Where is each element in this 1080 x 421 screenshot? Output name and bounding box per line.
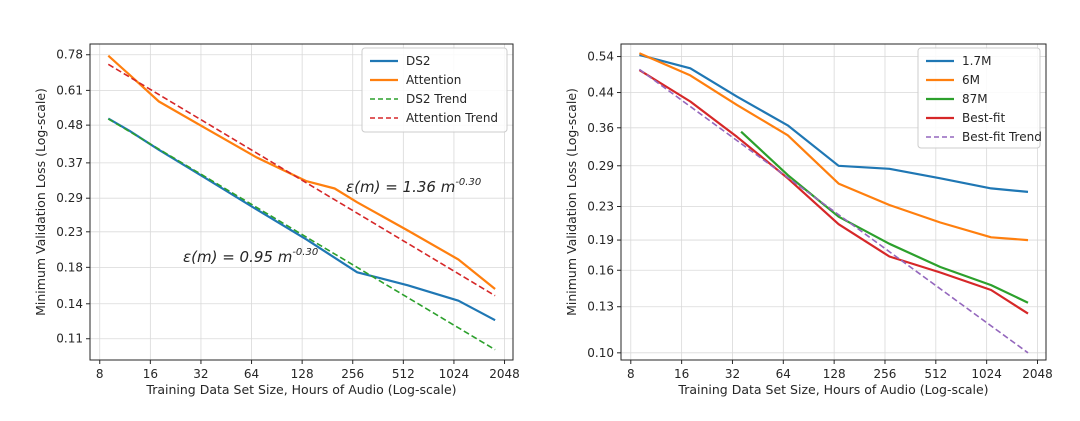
series-line-attention-trend [107,63,496,297]
y-tick-label: 0.14 [56,297,83,311]
y-tick-label: 0.10 [587,346,614,360]
y-tick-label: 0.48 [56,118,83,132]
legend-label: 6M [962,73,980,87]
y-tick-label: 0.11 [56,332,83,346]
legend-label: Best-fit [962,111,1005,125]
plot-frame [89,43,514,361]
series-group [638,52,1029,354]
x-axis-label: Training Data Set Size, Hours of Audio (… [677,382,988,397]
y-tick-label: 0.23 [56,225,83,239]
x-tick-label: 2048 [1022,367,1053,381]
legend: 1.7M 6M 87M Best-fit Best-fit Trend [917,47,1042,149]
y-tick-label: 0.37 [56,156,83,170]
y-tick-label: 0.29 [587,159,614,173]
series-line-attention [107,54,496,290]
x-tick-label: 256 [341,367,364,381]
x-tick-label: 64 [776,367,791,381]
plot-frame [620,43,1047,361]
chart-panel-1: 8 16 32 64 128 256 512 1024 2048 0.11 0.14 0.18 0.23… [33,43,520,397]
y-axis-label: Minimum Validation Loss (Log-scale) [564,88,579,316]
legend-label: Attention [406,73,461,87]
legend-label: 87M [962,92,988,106]
y-tick-label: 0.16 [587,263,614,277]
x-tick-label: 8 [627,367,635,381]
series-line-best-fit [638,69,1029,315]
legend-label: Attention Trend [406,111,498,125]
y-tick-label: 0.29 [56,191,83,205]
x-tick-label: 16 [143,367,158,381]
series-line-87m [740,130,1029,304]
x-tick-label: 1024 [971,367,1002,381]
equation-base: ε(m) = 0.95 m [183,248,292,266]
equation-exponent: -0.30 [292,247,318,258]
x-tick-label: 32 [725,367,740,381]
y-tick-label: 0.54 [587,50,614,64]
series-line-ds2-trend [107,118,496,351]
legend: DS2 Attention DS2 Trend Attention Trend [361,47,508,133]
series-line-best-fit-trend [638,68,1029,354]
x-tick-label: 8 [96,367,104,381]
legend-label: Best-fit Trend [962,130,1042,144]
x-tick-label: 64 [244,367,259,381]
y-tick-label: 0.13 [587,300,614,314]
x-axis-label: Training Data Set Size, Hours of Audio (… [145,382,456,397]
legend-box [361,47,508,133]
y-tick-label: 0.19 [587,233,614,247]
x-tick-label: 512 [924,367,947,381]
legend-label: DS2 Trend [406,92,467,106]
series-line-ds2 [107,117,496,322]
y-tick-label: 0.36 [587,121,614,135]
y-tick-label: 0.18 [56,260,83,274]
trend-equation: ε(m) = 0.95 m-0.30 [183,247,318,266]
x-tick-label: 32 [193,367,208,381]
legend-label: 1.7M [962,54,991,68]
x-tick-label: 512 [392,367,415,381]
x-tick-label: 128 [823,367,846,381]
x-tick-label: 16 [674,367,689,381]
series-line-6m [638,52,1029,242]
x-tick-label: 1024 [439,367,470,381]
equation-base: ε(m) = 1.36 m [346,178,455,196]
series-line-1-7m [639,53,1029,193]
chart-panel-2: 8 16 32 64 128 256 512 1024 2048 0.10 0.13 0.16 0.19… [564,43,1053,397]
legend-label: DS2 [406,54,431,68]
x-tick-label: 256 [874,367,897,381]
series-group [107,54,496,351]
trend-equation: ε(m) = 1.36 m-0.30 [346,177,481,196]
x-tick-label: 128 [291,367,314,381]
y-tick-label: 0.44 [587,86,614,100]
legend-box [917,47,1041,149]
y-tick-label: 0.78 [56,48,83,62]
x-tick-label: 2048 [489,367,520,381]
y-tick-label: 0.23 [587,199,614,213]
y-tick-label: 0.61 [56,83,83,97]
y-axis-label: Minimum Validation Loss (Log-scale) [33,88,48,316]
equation-exponent: -0.30 [455,177,481,188]
